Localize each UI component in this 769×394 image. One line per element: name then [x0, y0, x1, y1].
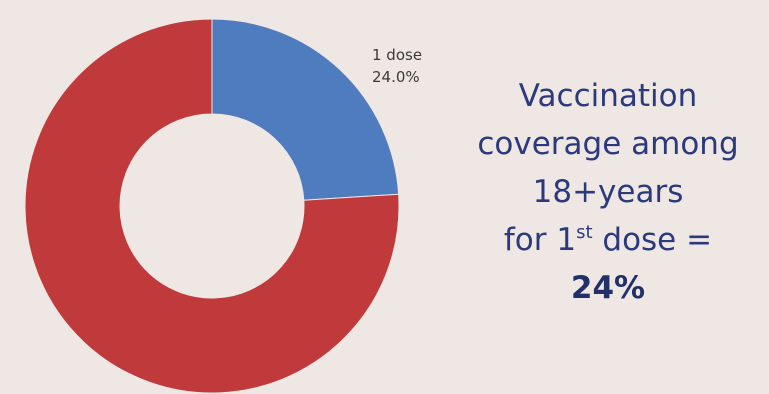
caption-line-4: for 1st dose = [448, 216, 768, 264]
donut-slice-0 [211, 18, 400, 201]
caption-line-3: 18+years [532, 174, 684, 210]
donut-slices [24, 18, 400, 394]
slice-label-name: 1 dose [372, 46, 423, 64]
slice-label-value: 24.0% [372, 68, 420, 86]
coverage-caption: Vaccination coverage among 18+years for … [448, 72, 768, 312]
caption-line-1: Vaccination [518, 78, 698, 114]
caption-line-4-suffix: dose = [592, 222, 713, 258]
donut-slice-1 [24, 18, 400, 394]
caption-line-4-prefix: for 1 [503, 222, 577, 258]
slice-data-label: 1 dose 24.0% [372, 44, 422, 88]
donut-chart [24, 18, 400, 394]
caption-line-5: 24% [570, 270, 646, 306]
caption-line-2: coverage among [477, 126, 739, 162]
caption-line-4-superscript: st [576, 222, 593, 243]
